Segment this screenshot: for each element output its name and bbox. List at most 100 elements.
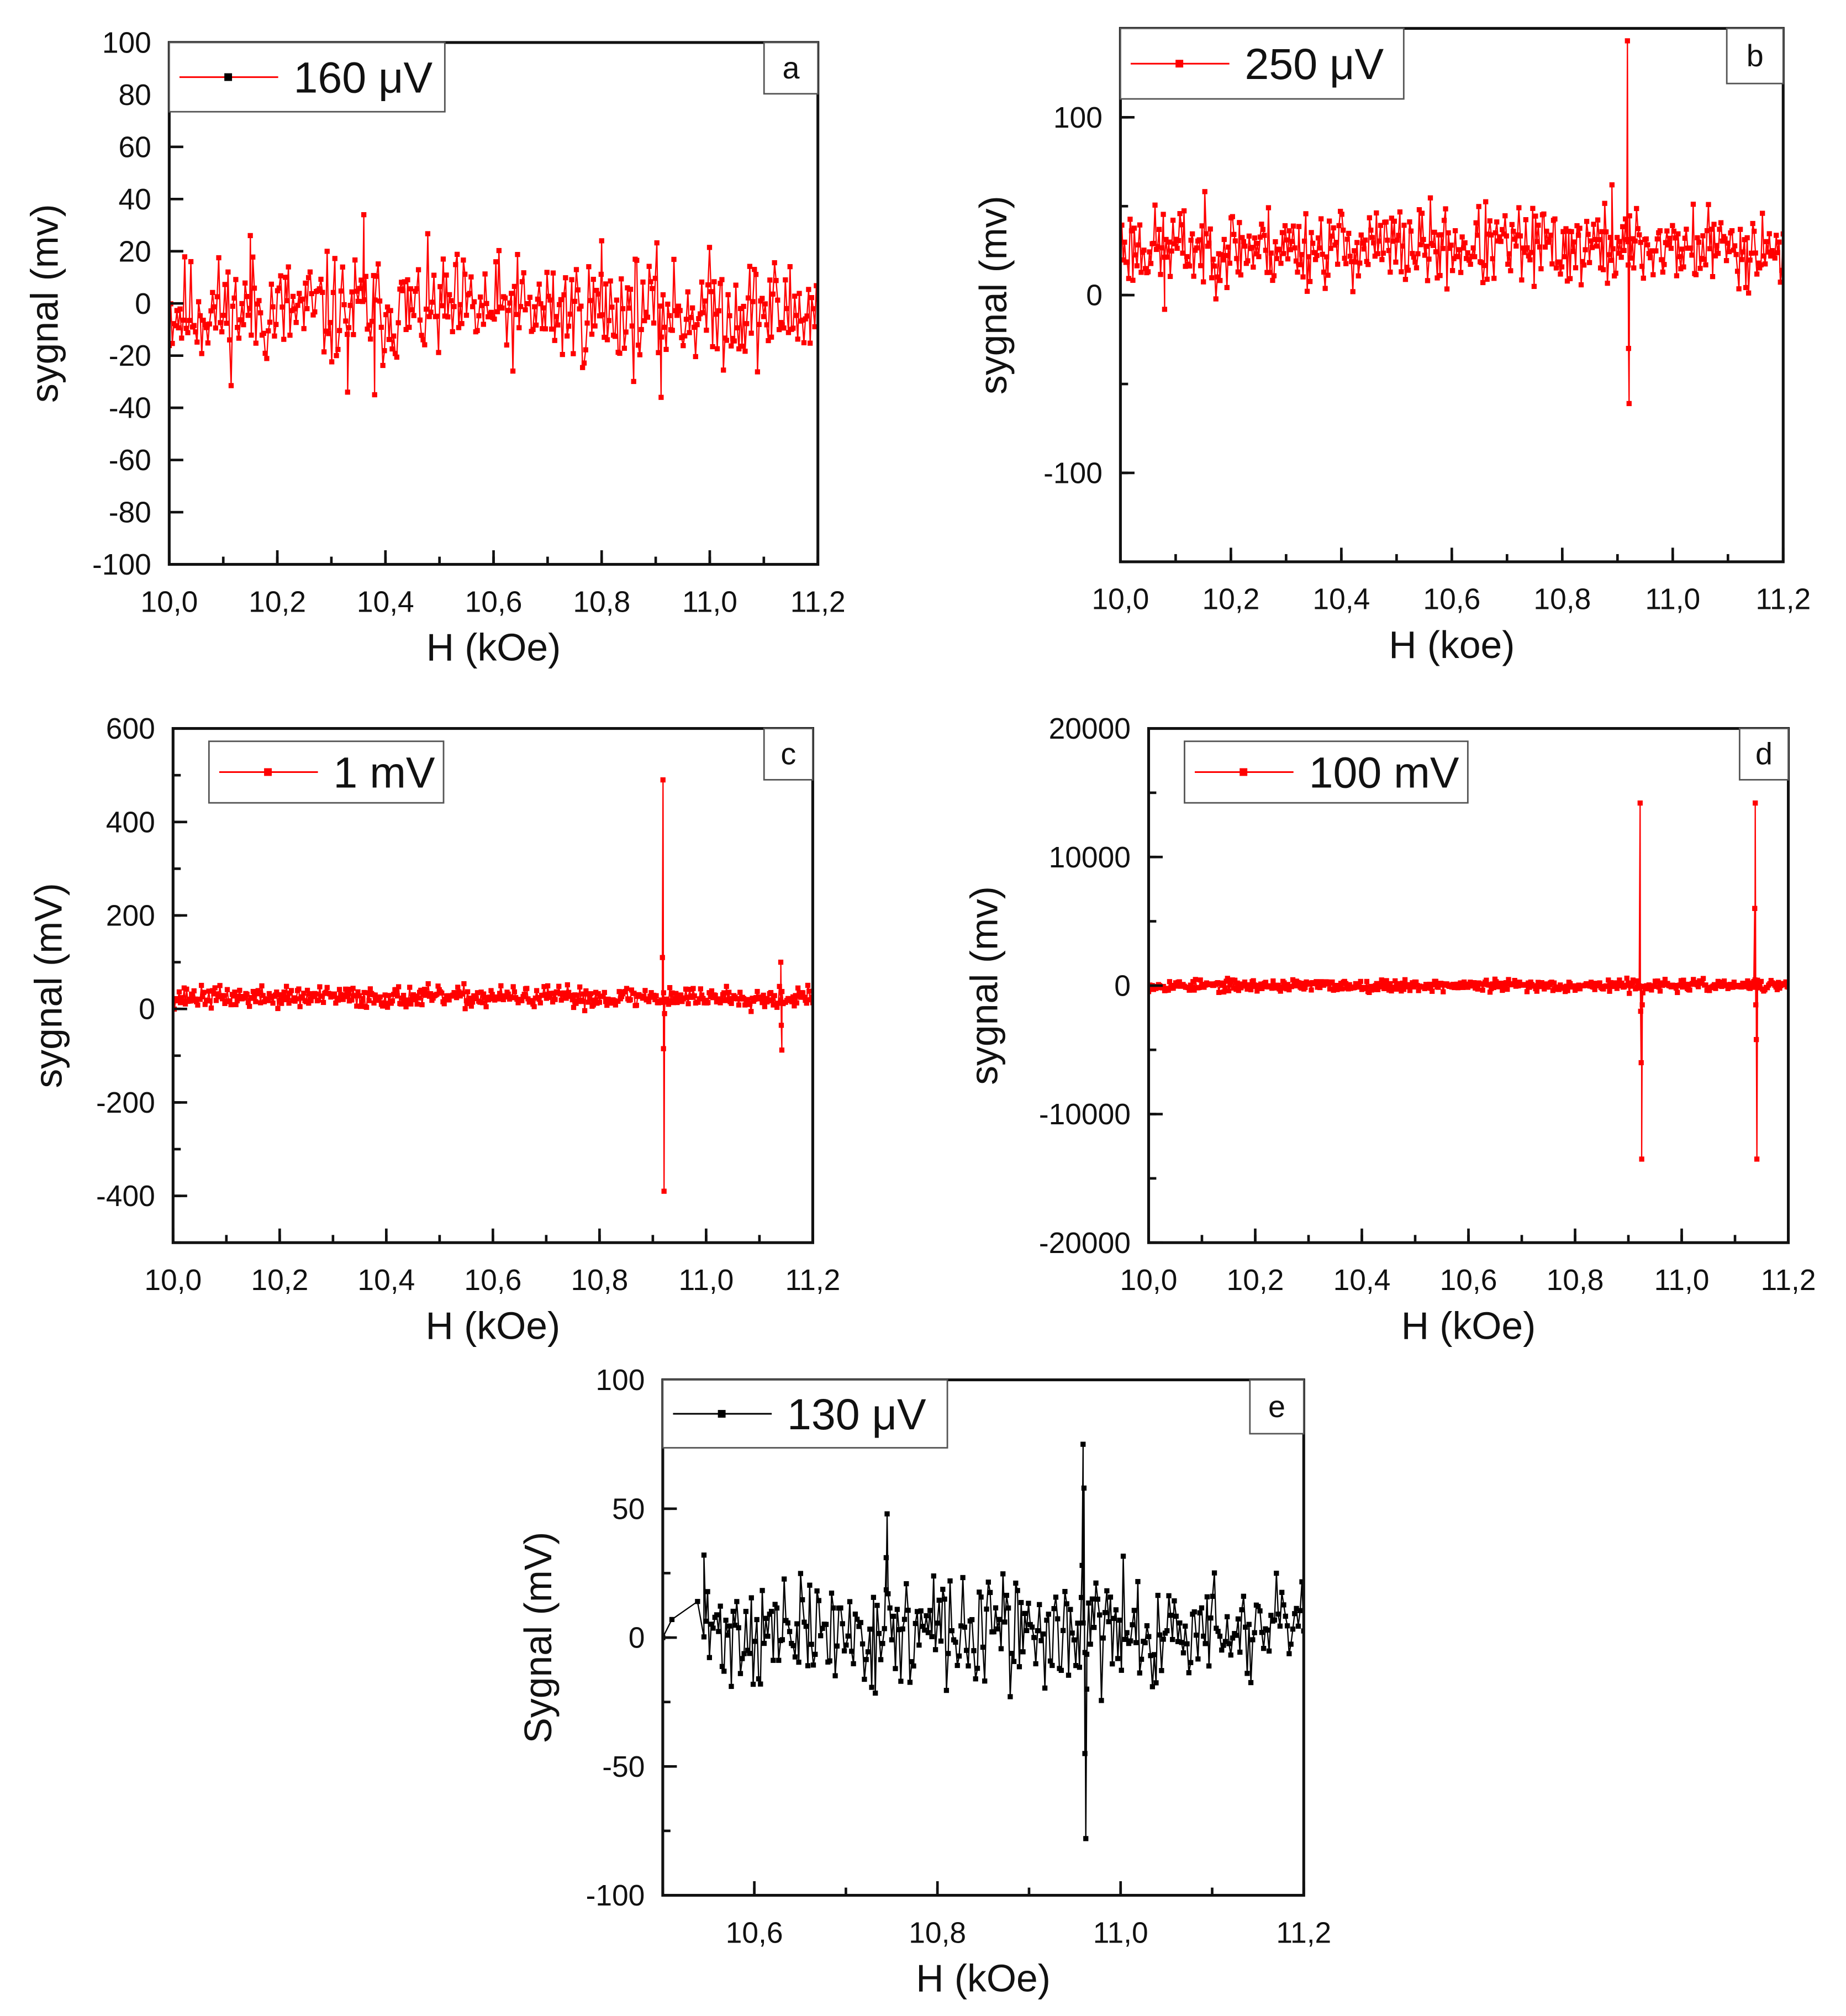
data-point bbox=[1684, 227, 1689, 232]
data-point bbox=[1279, 230, 1285, 235]
data-point bbox=[292, 306, 298, 312]
x-tick-label: 10,4 bbox=[357, 586, 414, 618]
data-point bbox=[1436, 232, 1442, 238]
x-tick-label: 10,8 bbox=[909, 1917, 966, 1949]
data-point bbox=[442, 996, 449, 1002]
data-point bbox=[1421, 236, 1426, 243]
data-point bbox=[1181, 208, 1187, 214]
data-point bbox=[1754, 1156, 1760, 1162]
data-point bbox=[1608, 980, 1613, 986]
data-point bbox=[1164, 1628, 1170, 1634]
x-tick-label: 10,2 bbox=[1202, 583, 1259, 616]
data-point bbox=[1217, 278, 1223, 283]
data-point bbox=[1625, 38, 1630, 44]
data-point bbox=[1707, 246, 1713, 251]
data-point bbox=[407, 985, 413, 990]
data-point bbox=[794, 1000, 800, 1006]
y-tick-label: 60 bbox=[118, 131, 151, 164]
data-point bbox=[521, 270, 526, 276]
data-point bbox=[962, 1624, 968, 1630]
data-point bbox=[1778, 280, 1783, 285]
x-axis-label: H (kOe) bbox=[426, 1304, 561, 1347]
data-point bbox=[1079, 1594, 1084, 1601]
data-point bbox=[782, 1576, 787, 1582]
data-point bbox=[360, 996, 366, 1002]
data-point bbox=[1486, 982, 1491, 988]
data-point bbox=[704, 328, 709, 333]
data-point bbox=[660, 292, 666, 298]
data-point bbox=[779, 1047, 785, 1053]
data-point bbox=[1267, 270, 1273, 275]
data-point bbox=[705, 1000, 711, 1006]
data-point bbox=[368, 336, 373, 342]
data-point bbox=[1250, 1637, 1256, 1643]
data-point bbox=[650, 286, 655, 291]
x-tick-label: 10,0 bbox=[140, 586, 198, 618]
data-point bbox=[724, 338, 729, 343]
data-point bbox=[1743, 285, 1749, 291]
data-point bbox=[378, 324, 384, 330]
data-point bbox=[823, 1622, 829, 1627]
data-point bbox=[1662, 977, 1668, 982]
data-point bbox=[709, 1622, 714, 1627]
data-point bbox=[663, 346, 669, 352]
data-point bbox=[1251, 264, 1256, 270]
data-point bbox=[1064, 1601, 1069, 1607]
data-point bbox=[1170, 1636, 1175, 1643]
data-point bbox=[1616, 250, 1621, 256]
data-point bbox=[228, 383, 234, 388]
data-point bbox=[1177, 1620, 1183, 1626]
data-point bbox=[617, 350, 623, 356]
data-point bbox=[627, 286, 634, 292]
data-point bbox=[1354, 981, 1360, 987]
data-point bbox=[303, 280, 308, 286]
data-point bbox=[430, 299, 435, 305]
data-point bbox=[755, 988, 760, 994]
x-tick-label: 10,8 bbox=[571, 1264, 628, 1297]
data-point bbox=[208, 1005, 214, 1011]
data-point bbox=[705, 282, 711, 288]
data-point bbox=[900, 1626, 905, 1632]
data-point bbox=[376, 261, 381, 267]
data-point bbox=[1768, 253, 1774, 259]
data-point bbox=[1175, 238, 1182, 244]
data-point bbox=[1251, 978, 1256, 983]
data-point bbox=[1317, 245, 1322, 251]
data-point bbox=[286, 264, 291, 270]
data-point bbox=[1264, 270, 1270, 275]
data-point bbox=[461, 257, 466, 263]
data-point bbox=[343, 986, 349, 992]
data-point bbox=[417, 317, 423, 323]
data-point bbox=[756, 322, 762, 327]
data-point bbox=[787, 264, 793, 270]
data-point bbox=[735, 325, 740, 331]
data-point bbox=[211, 304, 217, 310]
data-point bbox=[1134, 263, 1140, 269]
y-axis-label: sygnal (mv) bbox=[963, 886, 1006, 1085]
data-point bbox=[905, 1607, 911, 1613]
data-point bbox=[251, 993, 257, 999]
data-point bbox=[1077, 1665, 1082, 1670]
data-point bbox=[1519, 277, 1525, 283]
data-point bbox=[816, 1598, 822, 1603]
data-point bbox=[1124, 1630, 1130, 1635]
data-point bbox=[1288, 1641, 1294, 1647]
data-point bbox=[1388, 269, 1393, 275]
data-point bbox=[1277, 247, 1283, 252]
data-point bbox=[213, 998, 219, 1003]
data-point bbox=[1621, 248, 1627, 253]
panel-label: b bbox=[1747, 39, 1764, 73]
data-point bbox=[936, 1597, 942, 1603]
data-point bbox=[523, 307, 528, 313]
y-tick-label: 80 bbox=[118, 79, 151, 112]
data-point bbox=[1665, 242, 1671, 248]
data-point bbox=[561, 990, 567, 996]
data-point bbox=[1443, 206, 1448, 212]
data-point bbox=[1571, 239, 1577, 245]
data-point bbox=[198, 982, 204, 988]
data-point bbox=[652, 997, 658, 1003]
data-point bbox=[394, 993, 400, 999]
data-point bbox=[552, 997, 558, 1002]
data-point bbox=[1358, 978, 1363, 985]
data-point bbox=[1639, 1002, 1645, 1008]
